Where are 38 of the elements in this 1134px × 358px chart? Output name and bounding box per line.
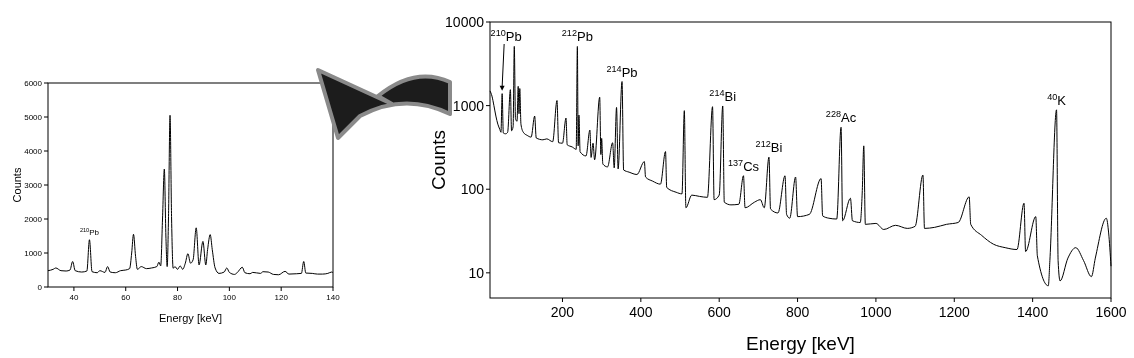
y-tick-label: 10000 xyxy=(445,13,485,30)
annotation: $^{212}$Pb xyxy=(561,28,593,45)
y-axis-title: Counts xyxy=(428,129,450,191)
annotation: $^{40}$K xyxy=(1047,91,1067,108)
annotation: $^{212}$Bi xyxy=(755,139,783,156)
x-tick-label: 40 xyxy=(69,293,79,302)
x-tick-label: 1400 xyxy=(1017,304,1049,320)
annotation: $^{210}$Pb xyxy=(79,226,100,237)
y-tick-label: 2000 xyxy=(24,214,43,224)
annotation: $^{137}$Cs xyxy=(727,157,760,174)
x-tick-label: 600 xyxy=(707,304,732,320)
y-tick-label: 1000 xyxy=(24,248,43,258)
x-tick-label: 1600 xyxy=(1095,304,1127,320)
y-tick-label: 4000 xyxy=(24,146,43,156)
y-tick-label: 0 xyxy=(37,282,43,292)
x-tick-label: 120 xyxy=(274,293,289,302)
annotation: $^{214}$Pb xyxy=(606,63,638,80)
y-tick-label: 1000 xyxy=(452,97,485,114)
annotation: $^{214}$Bi xyxy=(709,87,737,104)
y-axis-title: Counts xyxy=(10,167,23,203)
y-tick-label: 5000 xyxy=(24,112,43,122)
x-tick-label: 800 xyxy=(785,304,810,320)
x-tick-label: 1200 xyxy=(938,304,971,320)
annotation: $^{228}$Ac xyxy=(825,109,857,126)
y-tick-label: 10 xyxy=(468,264,485,281)
y-tick-label: 100 xyxy=(460,181,485,198)
y-tick-label: 3000 xyxy=(24,180,43,190)
x-tick-label: 100 xyxy=(222,293,237,302)
x-tick-label: 140 xyxy=(326,293,341,302)
x-tick-label: 200 xyxy=(550,304,575,320)
x-tick-label: 60 xyxy=(121,293,131,302)
x-axis-title: Energy [keV] xyxy=(159,312,222,324)
x-axis-title: Energy [keV] xyxy=(746,333,855,354)
y-tick-label: 6000 xyxy=(24,78,43,88)
annotation: $^{210}$Pb xyxy=(490,28,522,44)
x-tick-label: 400 xyxy=(629,304,653,320)
x-tick-label: 80 xyxy=(173,293,183,302)
x-tick-label: 1000 xyxy=(860,304,892,320)
